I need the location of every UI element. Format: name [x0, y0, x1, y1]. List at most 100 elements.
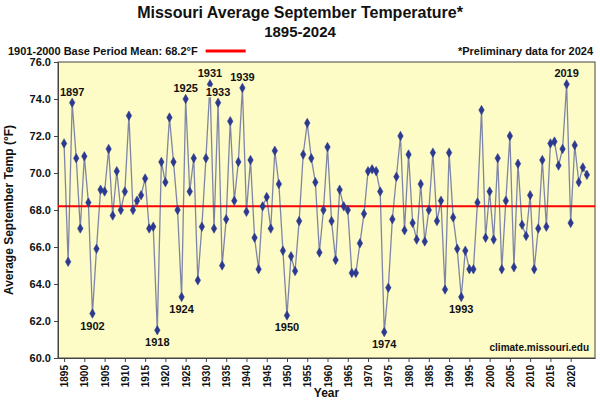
- data-point: [373, 166, 378, 175]
- data-point: [256, 264, 261, 273]
- y-tick-mark: [54, 173, 58, 174]
- x-tick: 1930: [201, 358, 212, 387]
- data-point: [195, 276, 200, 285]
- y-tick-mark: [54, 99, 58, 100]
- data-point: [288, 252, 293, 261]
- x-tick-mark: [64, 358, 65, 362]
- x-tick-label: 1990: [444, 365, 455, 388]
- x-tick-mark: [530, 358, 531, 362]
- data-point: [471, 264, 476, 273]
- y-axis-title: Average September Temp (°F): [2, 125, 16, 295]
- x-tick-mark: [84, 358, 85, 362]
- x-tick: 1970: [363, 358, 374, 387]
- x-tick: 1980: [404, 358, 415, 387]
- data-point: [228, 116, 233, 125]
- data-point: [280, 246, 285, 255]
- data-point: [438, 196, 443, 205]
- x-tick-mark: [246, 358, 247, 362]
- y-tick-label: 62.0: [30, 315, 51, 327]
- x-tick-label: 1960: [323, 365, 334, 388]
- x-tick: 1940: [241, 358, 252, 387]
- data-point: [450, 213, 455, 222]
- data-point: [155, 326, 160, 335]
- legend: 1901-2000 Base Period Mean: 68.2°F: [8, 45, 246, 57]
- data-point: [426, 205, 431, 214]
- data-point: [345, 205, 350, 214]
- data-point: [309, 153, 314, 162]
- data-point: [487, 187, 492, 196]
- x-tick: 1915: [140, 358, 151, 387]
- data-point: [584, 170, 589, 179]
- x-tick-label: 2015: [545, 365, 556, 388]
- data-point: [459, 292, 464, 301]
- data-point: [386, 283, 391, 292]
- x-tick-label: 2010: [525, 365, 536, 388]
- data-point: [183, 94, 188, 103]
- data-point: [292, 266, 297, 275]
- data-point: [130, 205, 135, 214]
- x-tick-label: 1975: [383, 365, 394, 388]
- data-point: [268, 224, 273, 233]
- data-point: [65, 257, 70, 266]
- data-point: [576, 178, 581, 187]
- data-point: [90, 309, 95, 318]
- data-point: [219, 261, 224, 270]
- data-point: [527, 190, 532, 199]
- x-tick-label: 1985: [424, 365, 435, 388]
- data-point: [515, 159, 520, 168]
- chart-container: Missouri Average September Temperature*1…: [0, 0, 600, 400]
- x-tick-label: 1980: [404, 365, 415, 388]
- y-tick-label: 74.0: [30, 93, 51, 105]
- x-tick-label: 1900: [79, 365, 90, 388]
- data-point: [499, 264, 504, 273]
- annotation: 1974: [372, 338, 397, 350]
- y-tick-label: 76.0: [30, 56, 51, 68]
- data-point: [248, 155, 253, 164]
- data-point: [430, 148, 435, 157]
- data-point: [215, 98, 220, 107]
- data-point: [86, 198, 91, 207]
- x-tick-mark: [165, 358, 166, 362]
- data-point: [361, 209, 366, 218]
- data-point: [511, 263, 516, 272]
- data-point: [503, 196, 508, 205]
- annotation: 1931: [198, 67, 222, 79]
- data-point: [402, 226, 407, 235]
- data-point: [491, 235, 496, 244]
- y-tick-label: 70.0: [30, 167, 51, 179]
- data-point: [264, 192, 269, 201]
- x-tick: 1945: [262, 358, 273, 387]
- data-point: [94, 244, 99, 253]
- reference-line: [58, 205, 595, 207]
- y-tick-mark: [54, 284, 58, 285]
- x-axis: 1895190019051910191519201925193019351940…: [59, 358, 596, 387]
- x-tick-mark: [145, 358, 146, 362]
- x-tick-label: 1910: [120, 365, 131, 388]
- data-point: [272, 146, 277, 155]
- data-point: [414, 235, 419, 244]
- data-point: [406, 150, 411, 159]
- data-point: [540, 155, 545, 164]
- x-tick-label: 1920: [160, 365, 171, 388]
- data-point: [203, 153, 208, 162]
- y-tick: 70.0: [30, 167, 58, 179]
- x-tick: 1950: [282, 358, 293, 387]
- data-point: [118, 205, 123, 214]
- data-point: [296, 216, 301, 225]
- x-tick-label: 1995: [464, 365, 475, 388]
- data-point: [454, 244, 459, 253]
- x-tick-mark: [409, 358, 410, 362]
- data-point: [134, 196, 139, 205]
- x-tick: 1900: [79, 358, 90, 387]
- y-tick: 66.0: [30, 241, 58, 253]
- y-tick: 62.0: [30, 315, 58, 327]
- x-tick-mark: [388, 358, 389, 362]
- x-tick-mark: [429, 358, 430, 362]
- x-tick: 1910: [120, 358, 131, 387]
- data-point: [572, 141, 577, 150]
- y-tick: 76.0: [30, 56, 58, 68]
- y-tick-label: 66.0: [30, 241, 51, 253]
- data-point: [552, 137, 557, 146]
- data-point: [390, 215, 395, 224]
- data-point: [382, 327, 387, 336]
